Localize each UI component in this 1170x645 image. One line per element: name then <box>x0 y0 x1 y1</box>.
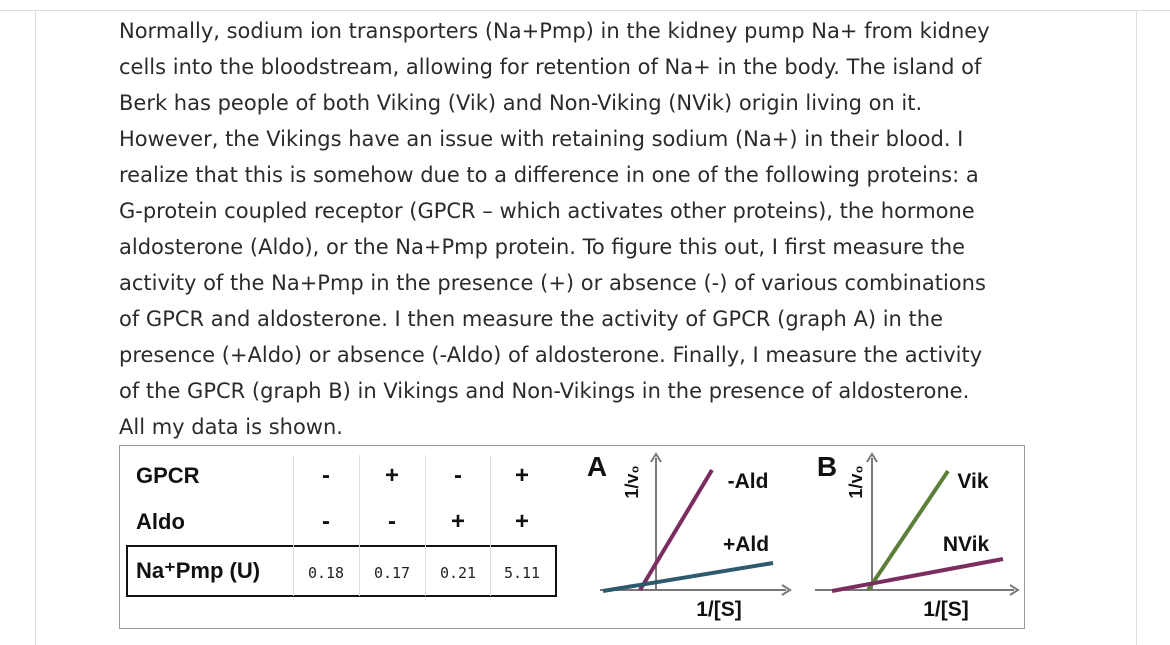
arrow <box>866 452 878 463</box>
arrow <box>650 452 662 463</box>
line-plus-ald <box>602 561 774 593</box>
x-axis-label: 1/[S] <box>923 598 969 621</box>
paragraph-line: aldosterone (Aldo), or the Na+Pmp protei… <box>119 235 965 259</box>
line-label: NVik <box>943 533 990 556</box>
table-cell: + <box>515 462 529 489</box>
table-cell: 5.11 <box>504 564 540 582</box>
table-cell: - <box>388 508 396 535</box>
x-axis-label: 1/[S] <box>696 598 742 621</box>
table-cell: - <box>322 508 330 535</box>
paragraph-line: activity of the Na+Pmp in the presence (… <box>119 271 986 295</box>
paragraph-line: All my data is shown. <box>119 415 343 439</box>
table-cell: 0.18 <box>308 564 344 582</box>
paragraph: Normally, sodium ion transporters (Na+Pm… <box>119 19 990 439</box>
arrow <box>1009 584 1020 596</box>
line-minus-ald <box>638 468 714 592</box>
table-cell: 0.17 <box>374 564 410 582</box>
table-cell: - <box>454 462 462 489</box>
row-label: GPCR <box>136 463 200 488</box>
paragraph-line: of GPCR and aldosterone. I then measure … <box>119 307 943 331</box>
paragraph-line: cells into the bloodstream, allowing for… <box>119 55 982 79</box>
row-label: Aldo <box>136 509 185 534</box>
y-axis-label: 1/v₀ <box>622 465 642 498</box>
table-cell: + <box>451 508 465 535</box>
line-label: +Ald <box>723 533 769 556</box>
row-label: Na⁺Pmp (U) <box>136 558 260 583</box>
arrow <box>781 584 792 596</box>
line-label: Vik <box>957 470 988 493</box>
table-cell: 0.21 <box>440 564 476 582</box>
table-cell: - <box>322 462 330 489</box>
paragraph-line: realize that this is somehow due to a di… <box>119 163 979 187</box>
paragraph-line: However, the Vikings have an issue with … <box>119 127 963 151</box>
line-vik <box>866 469 950 592</box>
table-cell: + <box>515 508 529 535</box>
table-cell: + <box>385 462 399 489</box>
table-row-box <box>126 545 557 597</box>
paragraph-line: G-protein coupled receptor (GPCR – which… <box>119 199 975 223</box>
paragraph-line: of the GPCR (graph B) in Vikings and Non… <box>119 379 969 403</box>
paragraph-line: Normally, sodium ion transporters (Na+Pm… <box>119 19 990 43</box>
panel-label: B <box>817 451 837 482</box>
y-axis-label: 1/v₀ <box>846 465 866 498</box>
figure: GPCR - + - + Aldo - - + + Na⁺Pmp (U) 0.18 0.17 0.21 5.… <box>119 445 1025 629</box>
figure-frame <box>119 445 1025 629</box>
line-nvik <box>831 557 1004 593</box>
table: GPCR - + - + Aldo - - + + Na⁺Pmp (U) 0.18 0.17 0.21 5.… <box>136 462 540 583</box>
paragraph-line: Berk has people of both Viking (Vik) and… <box>119 91 922 115</box>
paragraph-line: presence (+Aldo) or absence (-Aldo) of a… <box>119 343 982 367</box>
panel-label: A <box>587 451 607 482</box>
line-label: -Ald <box>728 470 769 493</box>
